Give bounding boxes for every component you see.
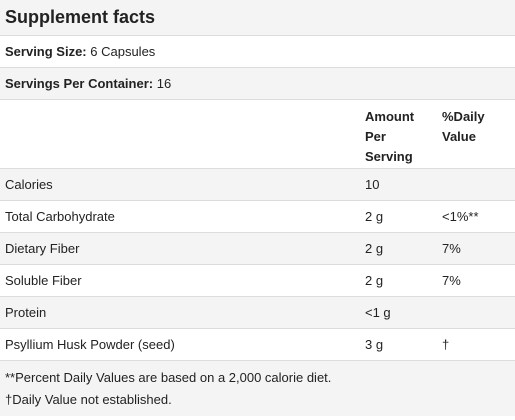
footnote-daily-value-not-established: †Daily Value not established. (5, 392, 172, 407)
servings-per-container-row: Servings Per Container: 16 (0, 68, 515, 100)
footnotes: **Percent Daily Values are based on a 2,… (0, 361, 515, 416)
serving-size-row: Serving Size: 6 Capsules (0, 36, 515, 68)
daily-value-header: %Daily Value (442, 109, 485, 144)
footnote-percent-daily-value: **Percent Daily Values are based on a 2,… (5, 370, 332, 385)
nutrient-amount: 3 g (365, 337, 384, 352)
nutrient-name: Dietary Fiber (5, 241, 80, 256)
table-row: Protein <1 g (0, 297, 515, 329)
nutrient-name: Total Carbohydrate (5, 209, 115, 224)
title-row: Supplement facts (0, 0, 515, 36)
nutrient-daily-value: 7% (442, 273, 461, 288)
table-row: Calories 10 (0, 169, 515, 201)
nutrient-name: Protein (5, 305, 47, 320)
nutrient-name: Calories (5, 177, 53, 192)
nutrient-amount: 2 g (365, 209, 384, 224)
nutrient-name: Psyllium Husk Powder (seed) (5, 337, 175, 352)
nutrient-name: Soluble Fiber (5, 273, 82, 288)
column-header-row: Amount Per Serving %Daily Value (0, 100, 515, 169)
nutrient-amount: 2 g (365, 273, 384, 288)
nutrient-daily-value: <1%** (442, 209, 479, 224)
nutrient-daily-value: † (442, 337, 450, 352)
servings-per-container-label: Servings Per Container: (5, 76, 154, 91)
nutrient-amount: 2 g (365, 241, 384, 256)
nutrient-daily-value: 7% (442, 241, 461, 256)
nutrient-amount: 10 (365, 177, 380, 192)
nutrient-amount: <1 g (365, 305, 391, 320)
serving-size-label: Serving Size: (5, 44, 87, 59)
table-row: Psyllium Husk Powder (seed) 3 g † (0, 329, 515, 361)
servings-per-container-value: 16 (156, 76, 172, 91)
serving-size-value: 6 Capsules (90, 44, 156, 59)
table-row: Dietary Fiber 2 g 7% (0, 233, 515, 265)
table-row: Total Carbohydrate 2 g <1%** (0, 201, 515, 233)
panel-title: Supplement facts (5, 7, 156, 27)
table-row: Soluble Fiber 2 g 7% (0, 265, 515, 297)
amount-per-serving-header: Amount Per Serving (365, 109, 415, 164)
